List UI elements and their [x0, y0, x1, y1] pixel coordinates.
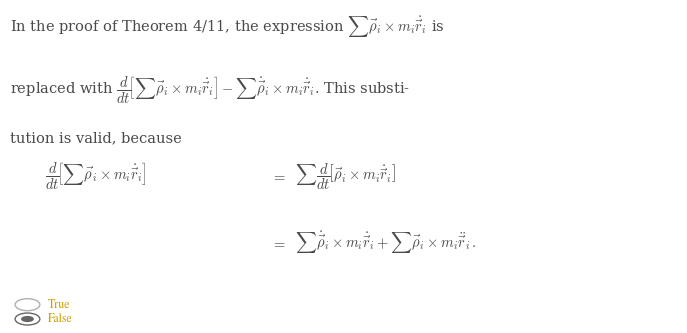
Text: True: True [48, 299, 71, 311]
Text: tution is valid, because: tution is valid, because [10, 132, 182, 146]
Text: $\sum \dfrac{d}{dt}\!\left[\vec{\rho}_i \times m_i\dot{\vec{r}}_i\right]$: $\sum \dfrac{d}{dt}\!\left[\vec{\rho}_i … [295, 161, 396, 192]
Text: $=$: $=$ [271, 236, 286, 250]
Circle shape [21, 316, 34, 322]
Text: In the proof of Theorem 4/11, the expression $\sum \vec{\rho}_i \times m_i\dot{\: In the proof of Theorem 4/11, the expres… [10, 15, 445, 40]
Text: $\sum \dot{\vec{\rho}}_i \times m_i\dot{\vec{r}}_i + \sum \vec{\rho}_i \times m_: $\sum \dot{\vec{\rho}}_i \times m_i\dot{… [295, 230, 477, 256]
Text: $=$: $=$ [271, 170, 286, 183]
Text: False: False [48, 313, 73, 325]
Text: $\dfrac{d}{dt}\!\left[\sum \vec{\rho}_i \times m_i\dot{\vec{r}}_i\right]$: $\dfrac{d}{dt}\!\left[\sum \vec{\rho}_i … [45, 161, 146, 192]
Text: replaced with $\dfrac{d}{dt}\!\left[\sum \vec{\rho}_i \times m_i\dot{\vec{r}}_i\: replaced with $\dfrac{d}{dt}\!\left[\sum… [10, 75, 410, 106]
